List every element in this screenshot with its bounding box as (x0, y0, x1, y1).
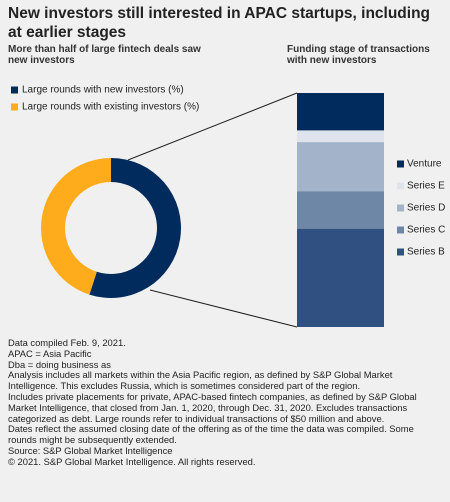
note: © 2021. S&P Global Market Intelligence. … (8, 455, 256, 467)
note: Analysis includes all markets within the… (8, 369, 393, 392)
legend-marker (11, 86, 18, 94)
notes: Data compiled Feb. 9, 2021. APAC = Asia P… (8, 337, 442, 468)
donut-slice (41, 158, 111, 295)
donut-slice (89, 158, 182, 299)
bar-segment (297, 228, 384, 327)
note: APAC = Asia Pacific (8, 347, 92, 359)
legend-label: Series E (407, 181, 445, 192)
title: New investors still interested in APAC s… (8, 5, 431, 41)
bar-segment (297, 191, 384, 229)
bar-segment (297, 93, 384, 131)
legend-marker (397, 248, 404, 256)
note: Includes private placements for private,… (8, 390, 417, 424)
bar-segment (297, 130, 384, 143)
legend-label: Series D (407, 203, 445, 214)
note: Data compiled Feb. 9, 2021. (8, 337, 126, 348)
legend-label: Venture (407, 159, 442, 170)
legend-marker (11, 103, 18, 111)
legend-label: Series C (407, 225, 445, 236)
subtitle: More than half of large fintech deals sa… (8, 44, 201, 66)
subtitle: Funding stage of transactions with new i… (287, 44, 430, 66)
connector (127, 92, 298, 161)
note: Dba = doing business as (8, 358, 111, 370)
legend-marker (397, 204, 404, 212)
legend-marker (397, 182, 404, 190)
legend-label: Large rounds with existing investors (%) (22, 102, 199, 113)
note: Source: S&P Global Market Intelligence (8, 444, 173, 456)
note: Dates reflect the assumed closing date o… (8, 423, 414, 446)
legend-marker (397, 226, 404, 234)
connector (149, 289, 298, 328)
legend-label: Series B (407, 247, 445, 258)
legend-label: Large rounds with new investors (%) (22, 85, 184, 96)
legend-marker (397, 160, 404, 168)
chart: Large rounds with new investors (%) Large… (11, 85, 445, 328)
bar-segment (297, 142, 384, 192)
